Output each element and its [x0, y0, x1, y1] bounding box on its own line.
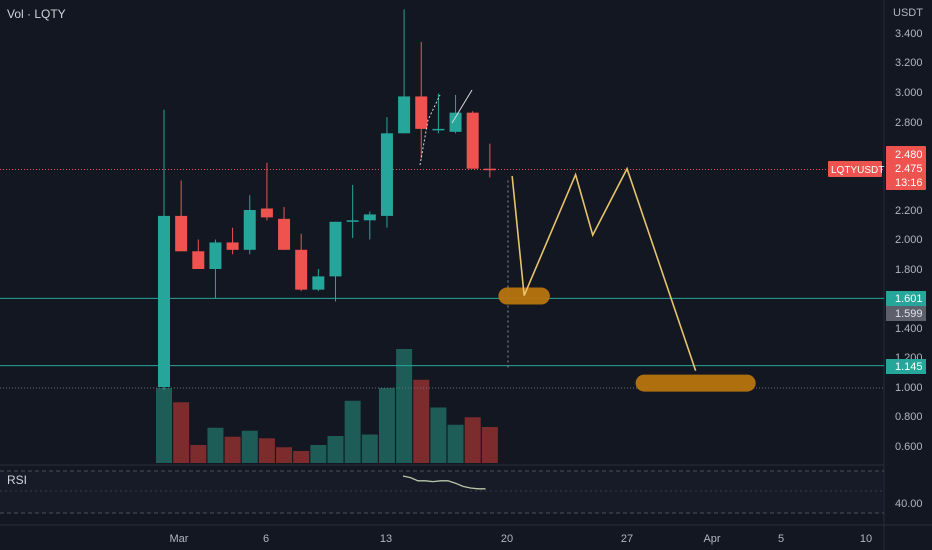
- time-tick: 13: [380, 533, 392, 545]
- volume-bar: [156, 388, 172, 463]
- candle-body: [260, 208, 273, 218]
- candle-body: [295, 249, 308, 290]
- volume-bars: [156, 349, 498, 463]
- time-tick: Apr: [703, 533, 720, 545]
- time-tick: Mar: [170, 533, 189, 545]
- volume-bar: [430, 407, 447, 463]
- candles: [158, 9, 496, 390]
- currency-label: USDT: [893, 7, 923, 19]
- volume-bar: [464, 417, 481, 463]
- time-tick: 20: [501, 533, 513, 545]
- price-tick: 2.000: [895, 234, 923, 246]
- candle-body: [432, 128, 445, 131]
- candle-body: [483, 168, 496, 171]
- time-tick: 6: [263, 533, 269, 545]
- candle-body: [398, 96, 411, 134]
- volume-bar: [241, 430, 258, 463]
- volume-bar: [224, 436, 241, 463]
- candle-body: [278, 218, 291, 250]
- horizontal-levels: [0, 168, 884, 389]
- price-tick: 3.200: [895, 57, 923, 69]
- volume-bar: [396, 349, 413, 463]
- volume-bar: [190, 445, 207, 463]
- candle-body: [158, 215, 170, 387]
- candle-body: [380, 133, 393, 216]
- last-price-label-2: 2.475: [895, 163, 923, 175]
- sketch-mark: [451, 89, 473, 124]
- level-1-label: 1.601: [895, 293, 923, 305]
- level-1-badge: 1.601 1.599: [886, 291, 926, 321]
- candle-body: [415, 96, 428, 129]
- volume-legend[interactable]: Vol · LQTY: [7, 7, 66, 21]
- volume-bar: [207, 427, 224, 463]
- candle-body: [312, 276, 325, 290]
- price-tick: 1.400: [895, 323, 923, 335]
- volume-bar: [361, 434, 378, 463]
- volume-bar: [447, 424, 464, 463]
- volume-bar: [413, 379, 430, 463]
- candle-body: [329, 221, 342, 277]
- price-tick: 2.200: [895, 205, 923, 217]
- rsi-line: [402, 475, 486, 490]
- time-tick: 5: [778, 533, 784, 545]
- volume-bar: [173, 402, 190, 463]
- price-axis-ticks: 3.400 3.200 3.000 2.800 2.200 2.000 1.80…: [895, 28, 923, 453]
- time-axis-ticks: Mar 6 13 20 27 Apr 5 10: [170, 533, 873, 545]
- volume-bar: [327, 436, 344, 463]
- time-tick: 10: [860, 533, 872, 545]
- volume-bar: [378, 388, 395, 463]
- volume-bar: [481, 427, 498, 463]
- candle-body: [449, 112, 462, 132]
- candle-body: [226, 242, 239, 250]
- support-zone-1: [498, 287, 550, 305]
- volume-bar: [293, 451, 310, 463]
- candle-body: [363, 214, 376, 221]
- price-tick: 2.800: [895, 117, 923, 129]
- candle-body: [209, 242, 222, 269]
- candle-body: [192, 251, 205, 269]
- price-tick: 3.400: [895, 28, 923, 40]
- rsi-band: [0, 471, 884, 513]
- volume-bar: [276, 447, 293, 463]
- volume-bar: [310, 445, 327, 463]
- level-2-badge: 1.145: [886, 359, 926, 374]
- price-tick: 0.600: [895, 441, 923, 453]
- drawings[interactable]: [419, 89, 756, 392]
- candle-body: [466, 112, 479, 169]
- support-zone-2: [635, 374, 756, 392]
- rsi-tick: 40.00: [895, 498, 923, 510]
- sketch-mark: [419, 94, 441, 166]
- projection-path: [511, 166, 697, 372]
- time-tick: 27: [621, 533, 633, 545]
- candle-body: [243, 210, 256, 250]
- last-price-label: 2.480: [895, 149, 923, 161]
- level-2-label: 1.145: [895, 361, 923, 373]
- last-price-badge: 2.480 2.475 13:16: [886, 146, 926, 190]
- rsi-series: [402, 475, 486, 490]
- candle-body: [175, 215, 188, 252]
- price-tick: 1.000: [895, 382, 923, 394]
- price-tick: 1.800: [895, 264, 923, 276]
- volume-bar: [258, 438, 275, 463]
- symbol-label: LQTYUSDT: [831, 165, 884, 176]
- symbol-badge[interactable]: LQTYUSDT: [828, 161, 884, 177]
- candle-body: [346, 220, 359, 222]
- rsi-label[interactable]: RSI: [7, 473, 27, 487]
- volume-bar: [344, 400, 361, 463]
- price-tick: 0.800: [895, 411, 923, 423]
- price-tick: 3.000: [895, 87, 923, 99]
- level-1b-label: 1.599: [895, 308, 923, 320]
- countdown-label: 13:16: [895, 177, 923, 189]
